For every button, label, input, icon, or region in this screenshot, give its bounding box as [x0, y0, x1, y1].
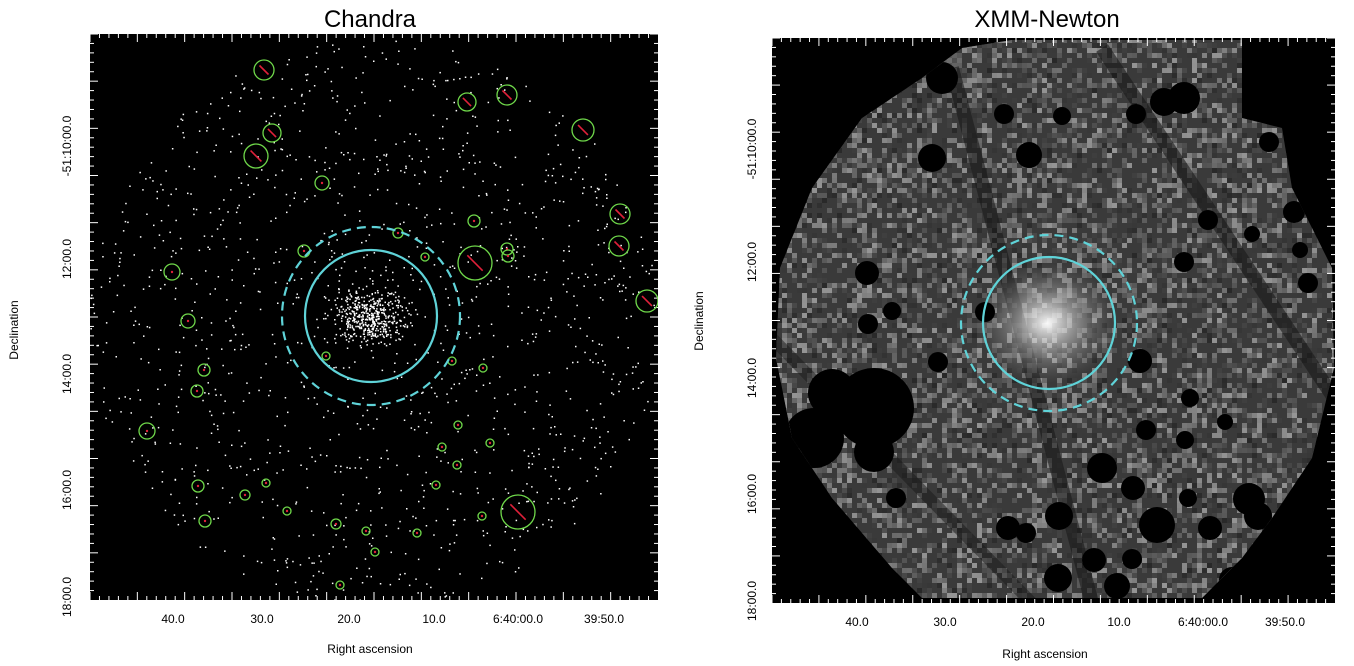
chandra-xtick-1: 40.0 [161, 612, 185, 626]
xmm-ytick-4: 16:00.0 [745, 473, 759, 515]
xmm-xtick-5: 6:40:00.0 [1177, 615, 1229, 629]
chandra-events [90, 40, 655, 600]
xmm-image [772, 38, 1335, 603]
xmm-y-axis-label: Declination [692, 291, 706, 351]
chandra-xtick-2: 30.0 [250, 612, 274, 626]
chandra-ytick-5: 18:00.0 [60, 576, 74, 618]
outer-aperture-circle [280, 225, 462, 407]
chandra-xtick-4: 10.0 [422, 612, 446, 626]
chandra-ytick-1: -51:10:00.0 [60, 115, 74, 177]
xmm-field [772, 38, 1335, 603]
xmm-x-axis-label: Right ascension [1002, 647, 1088, 661]
xmm-ytick-3: 14:00.0 [745, 357, 759, 399]
chandra-image [90, 34, 658, 600]
chandra-xtick-6: 39:50.0 [583, 612, 625, 626]
chandra-field [90, 34, 658, 600]
chandra-ytick-4: 16:00.0 [60, 469, 74, 511]
xmm-panel: XMM-Newton Declination -51:10:00.0 12:00… [677, 0, 1354, 666]
chandra-panel: Chandra Declination -51:10:00.0 12:00.0 … [7, 6, 658, 656]
inner-aperture-circle [303, 248, 439, 384]
chandra-ytick-2: 12:00.0 [60, 238, 74, 280]
chandra-x-axis-label: Right ascension [327, 642, 413, 656]
xmm-title: XMM-Newton [974, 6, 1120, 33]
xmm-xtick-4: 10.0 [1107, 615, 1131, 629]
inner-aperture-circle [981, 255, 1117, 391]
xmm-xtick-6: 39:50.0 [1264, 615, 1306, 629]
chandra-xtick-3: 20.0 [337, 612, 361, 626]
xmm-ytick-2: 12:00.0 [745, 241, 759, 283]
xmm-ytick-5: 18:00.0 [745, 580, 759, 622]
xmm-ytick-1: -51:10:00.0 [745, 118, 759, 180]
xmm-xtick-1: 40.0 [845, 615, 869, 629]
chandra-y-axis-label: Declination [7, 300, 21, 360]
chandra-ytick-3: 14:00.0 [60, 353, 74, 395]
chandra-xtick-5: 6:40:00.0 [492, 612, 544, 626]
xmm-xtick-3: 20.0 [1021, 615, 1045, 629]
xmm-xtick-2: 30.0 [933, 615, 957, 629]
xmm-events [776, 40, 1334, 598]
chandra-title: Chandra [323, 6, 417, 33]
outer-aperture-circle [959, 233, 1139, 413]
